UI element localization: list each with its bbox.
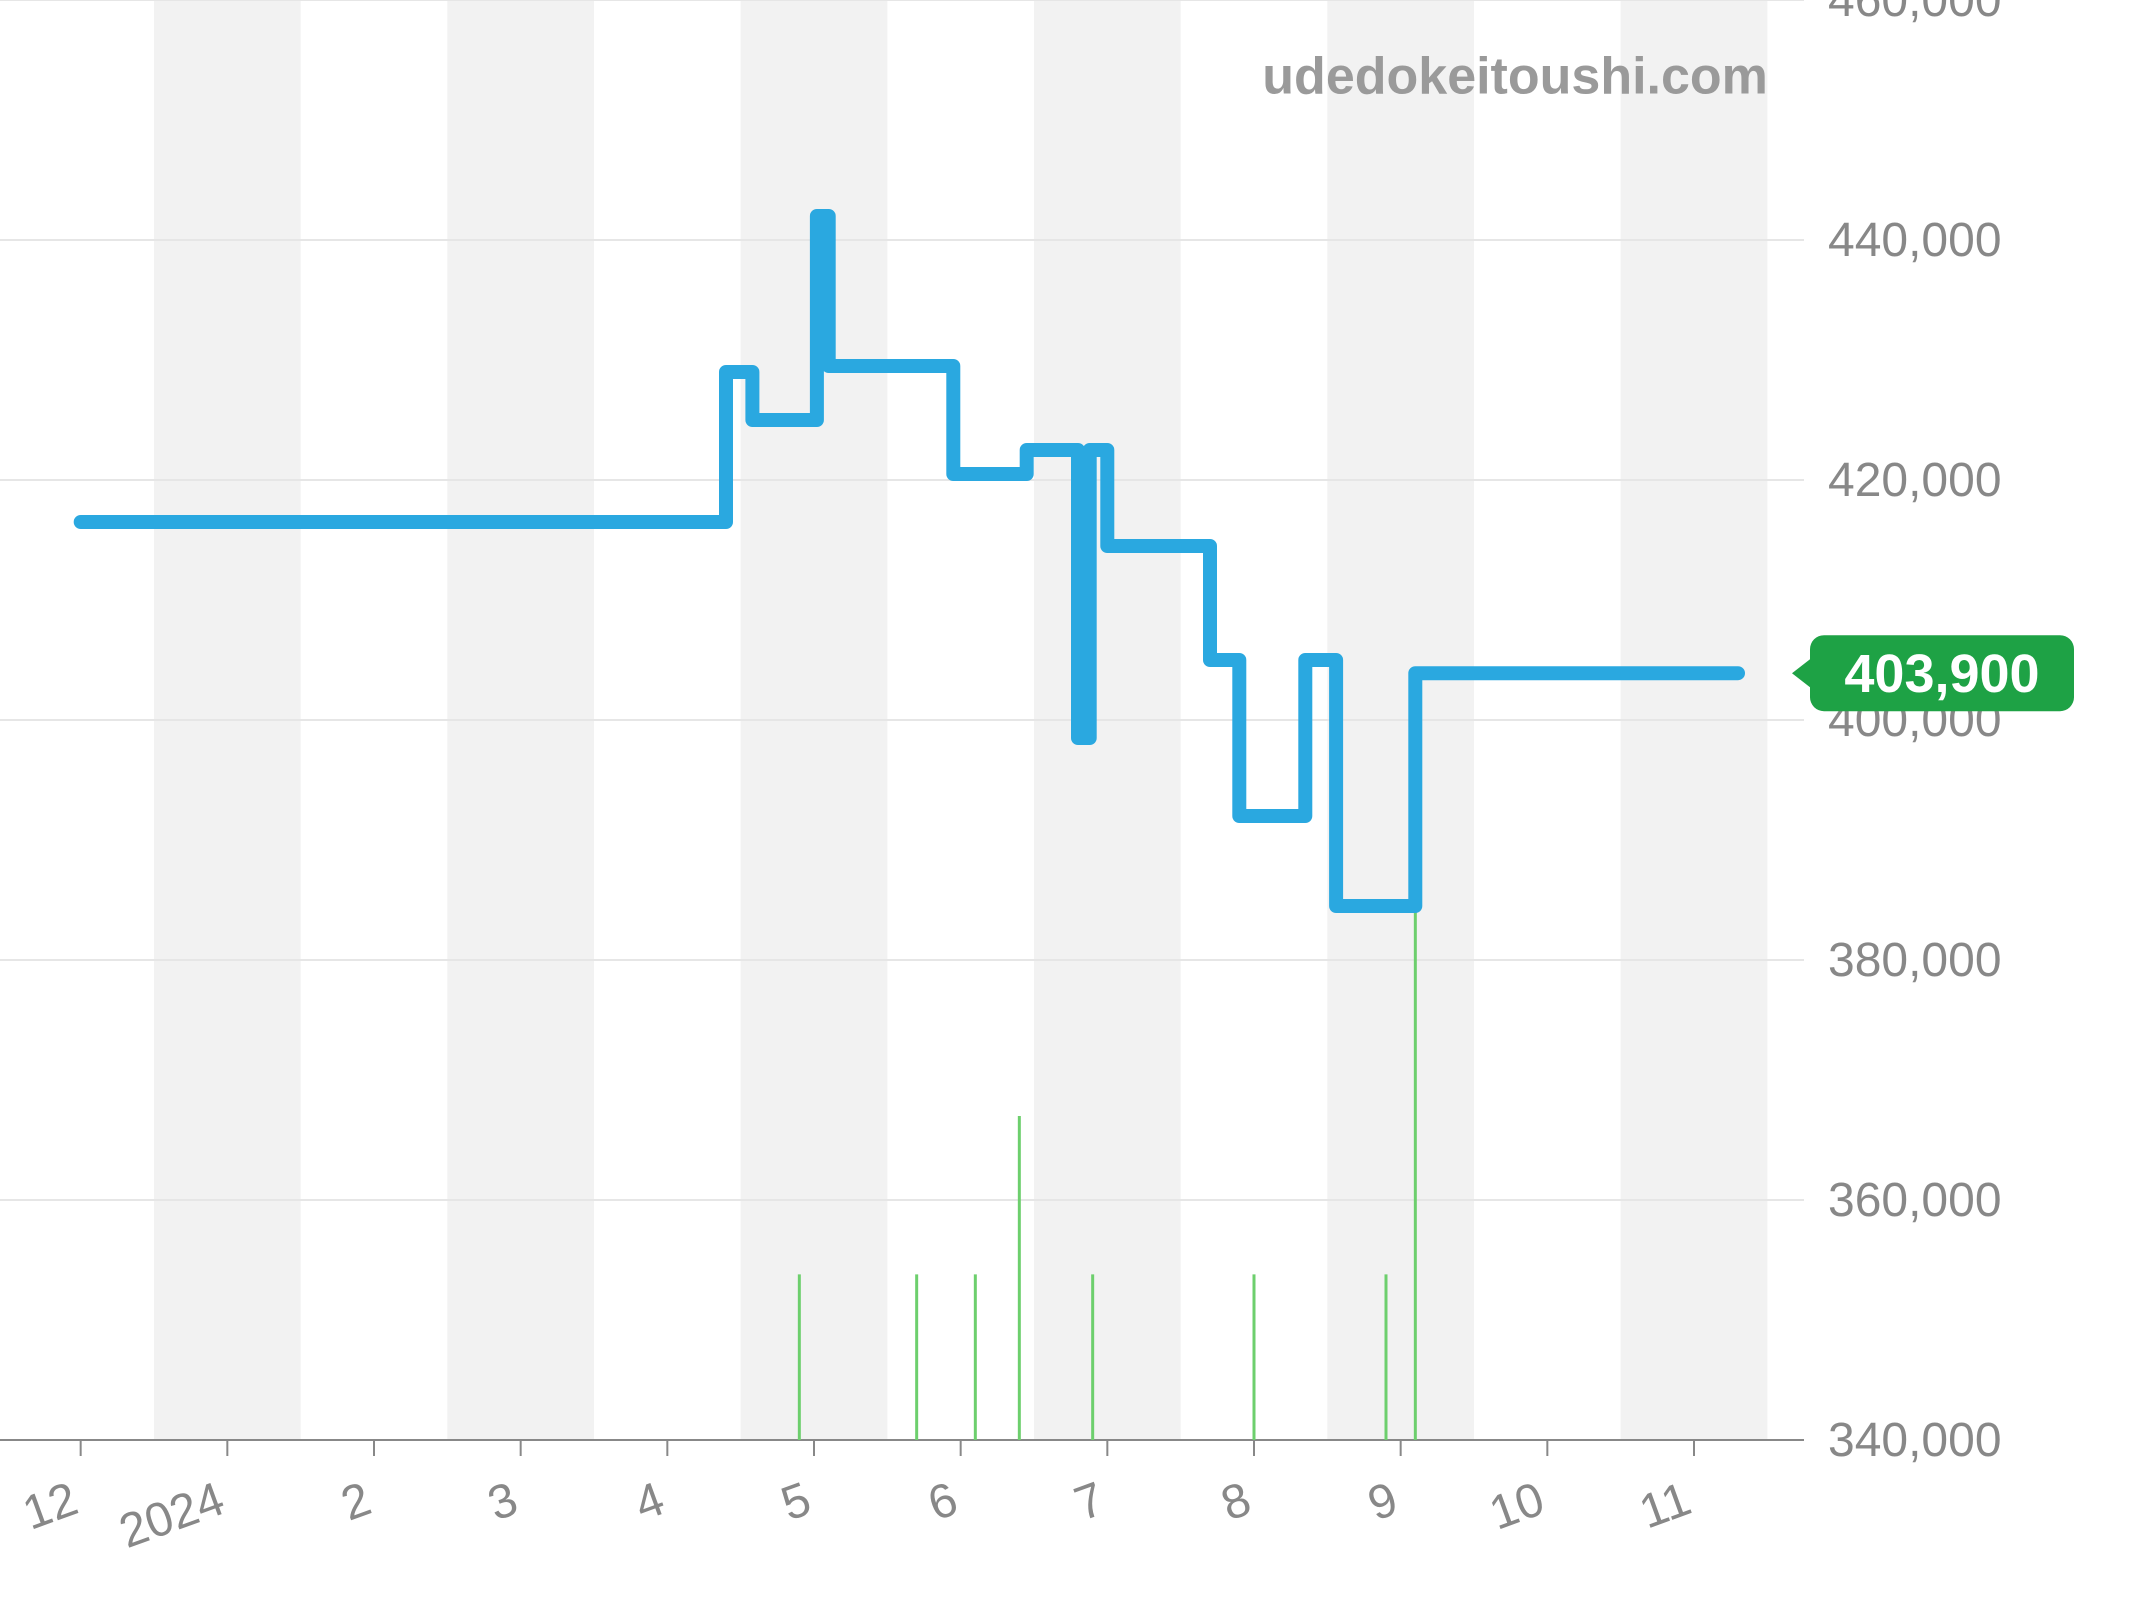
- y-tick-label: 420,000: [1828, 454, 2002, 507]
- y-tick-label: 340,000: [1828, 1414, 2002, 1467]
- y-tick-label: 440,000: [1828, 214, 2002, 267]
- y-tick-label: 380,000: [1828, 934, 2002, 987]
- watermark-text: udedokeitoushi.com: [1262, 48, 1768, 106]
- price-chart: 340,000360,000380,000400,000420,000440,0…: [0, 0, 2144, 1600]
- price-badge-label: 403,900: [1844, 644, 2039, 704]
- y-tick-label: 460,000: [1828, 0, 2002, 27]
- chart-svg: 340,000360,000380,000400,000420,000440,0…: [0, 0, 2144, 1600]
- y-tick-label: 360,000: [1828, 1174, 2002, 1227]
